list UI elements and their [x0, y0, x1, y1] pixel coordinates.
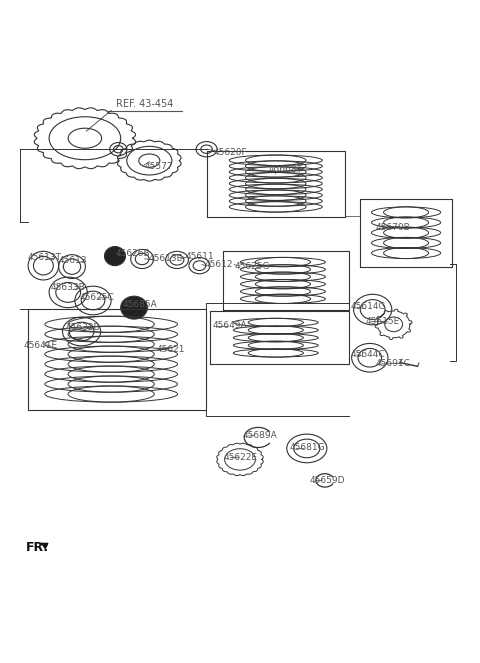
Text: 45681G: 45681G	[290, 443, 325, 452]
Text: 45613: 45613	[59, 257, 87, 265]
Text: 45649A: 45649A	[212, 322, 247, 330]
Ellipse shape	[105, 247, 125, 266]
Text: 45613T: 45613T	[27, 253, 61, 262]
Text: 45670B: 45670B	[375, 223, 410, 232]
Text: 45612: 45612	[204, 260, 233, 269]
Text: 45632B: 45632B	[65, 323, 100, 332]
Text: 45659D: 45659D	[309, 476, 345, 485]
Text: 45625G: 45625G	[234, 262, 270, 271]
Text: 45614G: 45614G	[350, 302, 385, 311]
Text: 45633B: 45633B	[51, 283, 85, 292]
Text: 45621: 45621	[156, 345, 185, 353]
Text: 45625C: 45625C	[80, 292, 114, 302]
Text: 45641E: 45641E	[24, 341, 58, 350]
Text: 45668T: 45668T	[268, 164, 302, 174]
Text: 45689A: 45689A	[243, 431, 277, 440]
Text: 45626B: 45626B	[115, 249, 150, 258]
Text: 45577: 45577	[144, 162, 173, 171]
Text: FR.: FR.	[26, 541, 49, 554]
Text: 45620F: 45620F	[214, 148, 247, 157]
Text: 45622E: 45622E	[224, 453, 258, 461]
Text: 45644C: 45644C	[350, 350, 385, 359]
Ellipse shape	[120, 296, 147, 319]
Text: 45691C: 45691C	[375, 359, 410, 369]
Text: REF. 43-454: REF. 43-454	[116, 99, 173, 109]
Text: 45611: 45611	[185, 251, 214, 261]
Text: 45613E: 45613E	[149, 255, 183, 263]
Text: 45685A: 45685A	[122, 300, 157, 309]
Text: 45615E: 45615E	[365, 316, 399, 326]
